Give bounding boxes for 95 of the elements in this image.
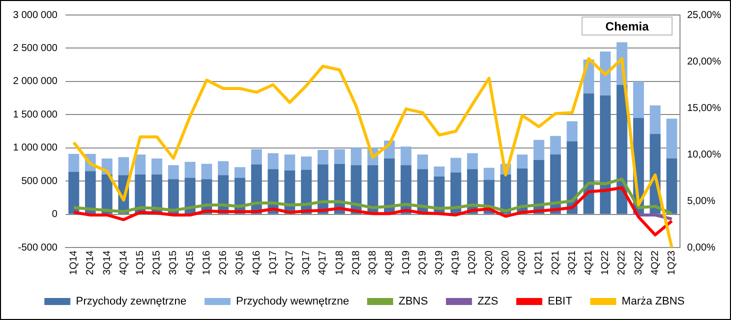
- legend-label: Przychody wewnętrzne: [236, 296, 350, 308]
- x-tick-label: 2Q14: [85, 250, 96, 276]
- x-tick-label: 3Q22: [633, 250, 644, 276]
- x-tick-label: 4Q14: [118, 250, 130, 276]
- y-tick-label: 1 000 000: [12, 142, 58, 154]
- bar: [218, 161, 229, 176]
- x-tick-label: 4Q15: [184, 250, 196, 276]
- x-tick-label: 1Q23: [666, 250, 678, 276]
- bar: [168, 165, 179, 180]
- x-tick-label: 1Q15: [134, 250, 146, 276]
- x-tick-label: 2Q17: [284, 250, 296, 276]
- bar: [168, 179, 179, 214]
- bar: [400, 146, 412, 166]
- bar: [184, 162, 196, 178]
- bar: [334, 149, 345, 164]
- x-tick-label: 4Q21: [583, 250, 594, 276]
- bar: [201, 164, 212, 180]
- y-tick-label: 500 000: [21, 176, 58, 187]
- bar: [666, 158, 678, 214]
- bar: [85, 171, 96, 214]
- y-tick-label: 3 000 000: [12, 10, 58, 21]
- x-tick-label: 4Q22: [650, 250, 661, 276]
- bar: [300, 156, 312, 170]
- bar: [600, 95, 611, 214]
- legend-label: EBIT: [548, 296, 572, 308]
- x-tick-label: 4Q17: [318, 250, 329, 276]
- bar: [550, 136, 561, 155]
- x-tick-label: 1Q22: [600, 250, 612, 276]
- y-tick-label: 2 500 000: [12, 42, 58, 54]
- x-tick-label: 3Q17: [301, 250, 312, 276]
- x-tick-label: 1Q16: [201, 250, 212, 276]
- y2-tick-label: 15,00%: [687, 102, 722, 114]
- bar: [184, 178, 196, 214]
- bar: [234, 167, 246, 178]
- x-tick-label: 2Q18: [350, 250, 362, 276]
- y-tick-label: -500 000: [18, 242, 58, 254]
- x-tick-label: 2Q22: [616, 250, 628, 276]
- x-tick-label: 1Q19: [400, 250, 412, 276]
- x-tick-label: 1Q18: [334, 250, 346, 276]
- x-tick-label: 1Q14: [68, 250, 80, 276]
- x-tick-label: 2Q15: [152, 250, 163, 276]
- x-tick-label: 3Q18: [368, 250, 379, 276]
- bar: [318, 150, 328, 164]
- bar: [633, 81, 644, 118]
- y2-tick-label: 5,00%: [687, 196, 716, 207]
- bar: [650, 105, 661, 134]
- bar: [118, 157, 130, 176]
- bar: [68, 172, 80, 214]
- y2-tick-label: 20,00%: [687, 56, 722, 68]
- y2-tick-label: 25,00%: [687, 10, 722, 21]
- x-tick-label: 1Q21: [534, 250, 545, 276]
- x-tick-label: 3Q20: [500, 250, 512, 276]
- bar: [666, 118, 678, 159]
- y-tick-label: 1 500 000: [12, 109, 58, 120]
- x-tick-label: 2Q16: [218, 250, 230, 276]
- y-tick-label: 2 000 000: [12, 76, 58, 88]
- x-tick-label: 3Q14: [102, 250, 113, 276]
- bar: [251, 149, 262, 164]
- x-tick-label: 4Q16: [251, 250, 262, 276]
- bar: [350, 148, 362, 166]
- x-tick-label: 3Q15: [168, 250, 180, 276]
- bar: [484, 168, 494, 180]
- bar: [384, 158, 395, 214]
- bar: [583, 93, 594, 214]
- y2-tick-label: 0,00%: [687, 242, 716, 254]
- x-tick-label: 4Q20: [517, 250, 528, 276]
- bar: [450, 158, 462, 172]
- bar: [566, 121, 578, 142]
- bar: [284, 154, 296, 170]
- bar: [268, 153, 279, 170]
- chart-title: Chemia: [605, 19, 650, 34]
- x-tick-label: 1Q17: [268, 250, 279, 276]
- x-tick-label: 2Q21: [550, 250, 562, 276]
- bar: [533, 140, 544, 160]
- y-tick-label: 0: [52, 209, 58, 220]
- bar: [151, 158, 162, 174]
- x-tick-label: 3Q21: [566, 250, 578, 276]
- x-tick-label: 3Q19: [434, 250, 445, 276]
- x-tick-label: 2Q20: [484, 250, 495, 276]
- bar: [467, 153, 478, 170]
- legend-label: Przychody zewnętrzne: [76, 296, 187, 308]
- x-tick-label: 1Q20: [467, 250, 478, 276]
- bar: [134, 154, 146, 174]
- x-tick-label: 3Q16: [234, 250, 246, 276]
- bar: [434, 166, 445, 176]
- bar: [516, 154, 528, 168]
- y2-tick-label: 10,00%: [687, 149, 722, 160]
- bar: [417, 154, 428, 170]
- legend-label: ZZS: [477, 296, 498, 308]
- x-tick-label: 4Q19: [450, 250, 462, 276]
- x-tick-label: 2Q19: [417, 250, 428, 276]
- bar: [68, 154, 80, 172]
- legend-label: Marża ZBNS: [622, 296, 685, 308]
- x-tick-label: 4Q18: [384, 250, 396, 276]
- legend-label: ZBNS: [398, 296, 428, 308]
